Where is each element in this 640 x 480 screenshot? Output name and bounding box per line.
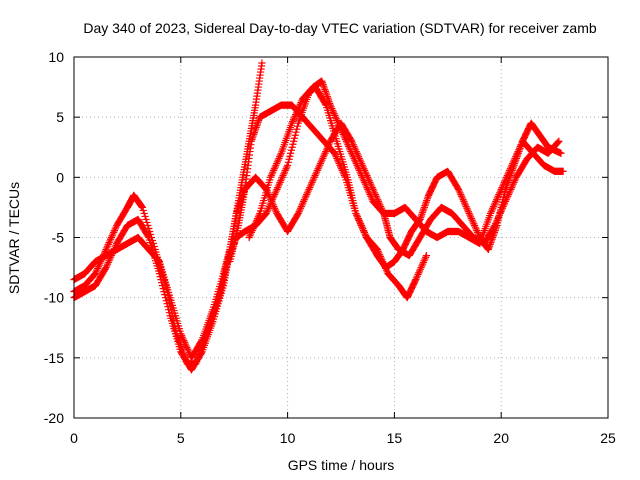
- series-track-5: [245, 77, 567, 248]
- y-tick-label: 0: [56, 169, 64, 185]
- y-tick-label: -10: [44, 290, 64, 306]
- data-point-marker: [555, 137, 563, 145]
- y-tick-label: 10: [48, 49, 64, 65]
- data-point-marker: [557, 149, 565, 157]
- data-point-marker: [144, 232, 152, 240]
- data-point-marker: [288, 143, 296, 151]
- x-tick-labels: 0 5 10 15 20 25: [70, 430, 616, 446]
- data-point-marker: [138, 202, 146, 211]
- chart-title: Day 340 of 2023, Sidereal Day-to-day VTE…: [83, 20, 596, 36]
- data-point-marker: [142, 215, 150, 224]
- data-point-marker: [285, 155, 293, 163]
- data-point-marker: [284, 161, 292, 169]
- x-tick-label: 25: [600, 430, 616, 446]
- data-point-marker: [284, 158, 292, 166]
- y-tick-labels: 10 5 0 -5 -10 -15 -20: [44, 49, 64, 426]
- x-tick-label: 20: [493, 430, 509, 446]
- data-point-marker: [140, 209, 148, 218]
- y-tick-label: -20: [44, 410, 64, 426]
- y-tick-label: -15: [44, 350, 64, 366]
- data-point-marker: [286, 152, 294, 160]
- data-point-marker: [138, 203, 146, 212]
- data-point-marker: [144, 221, 152, 230]
- series-track-4: [226, 101, 565, 272]
- data-point-marker: [164, 306, 173, 314]
- plot-frame: [73, 56, 609, 419]
- data-point-marker: [143, 218, 151, 227]
- x-tick-label: 15: [387, 430, 403, 446]
- data-point-marker: [293, 125, 301, 133]
- data-point-marker: [292, 128, 300, 136]
- data-point-marker: [291, 131, 299, 139]
- data-point-marker: [159, 285, 167, 293]
- x-tick-label: 0: [70, 430, 78, 446]
- data-point-marker: [164, 303, 172, 311]
- data-point-marker: [290, 137, 298, 145]
- y-tick-label: -5: [52, 230, 65, 246]
- data-point-marker: [163, 300, 171, 308]
- data-point-marker: [258, 59, 266, 67]
- data-point-marker: [158, 282, 167, 290]
- x-axis-label: GPS time / hours: [288, 457, 395, 473]
- data-point-marker: [289, 140, 297, 148]
- data-point-marker: [422, 251, 431, 260]
- data-point-marker: [290, 134, 299, 142]
- data-point-marker: [287, 146, 296, 154]
- x-tick-label: 5: [177, 430, 185, 446]
- x-tick-label: 10: [280, 430, 296, 446]
- data-point-marker: [287, 149, 295, 157]
- data-point-marker: [139, 206, 147, 215]
- data-point-marker: [293, 122, 302, 130]
- data-point-marker: [411, 277, 419, 285]
- data-point-marker: [554, 138, 562, 146]
- data-point-marker: [160, 288, 168, 296]
- data-point-marker: [559, 167, 567, 175]
- y-axis-label: SDTVAR / TECUs: [6, 182, 22, 294]
- y-tick-label: 5: [56, 109, 64, 125]
- data-point-marker: [141, 212, 149, 221]
- data-series: [70, 59, 567, 374]
